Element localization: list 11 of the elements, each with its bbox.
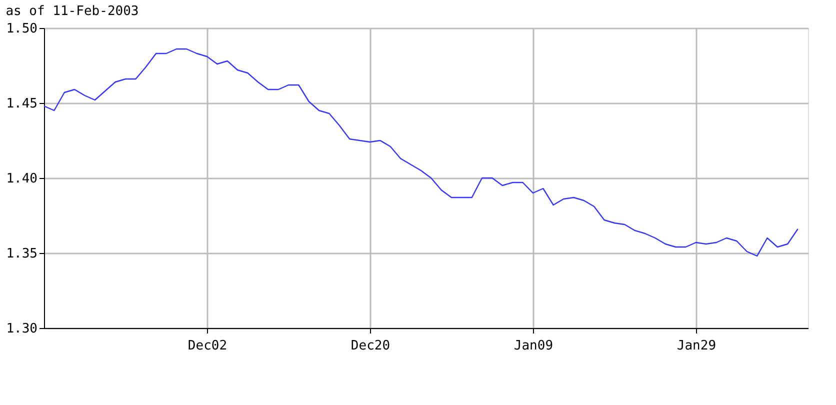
chart-title: as of 11-Feb-2003: [6, 4, 139, 19]
x-tick-label: Dec20: [350, 338, 390, 354]
y-tick-label: 1.50: [6, 22, 38, 36]
y-tick-label: 1.45: [6, 96, 38, 112]
y-tick-label: 1.35: [6, 246, 38, 262]
x-tick-label: Jan29: [676, 338, 716, 354]
x-tick-label: Jan09: [514, 338, 554, 354]
line-series: [43, 48, 798, 257]
x-tick-label: Dec02: [188, 338, 228, 354]
y-tick-label: 1.30: [6, 322, 38, 336]
y-tick-label: 1.40: [6, 172, 38, 186]
